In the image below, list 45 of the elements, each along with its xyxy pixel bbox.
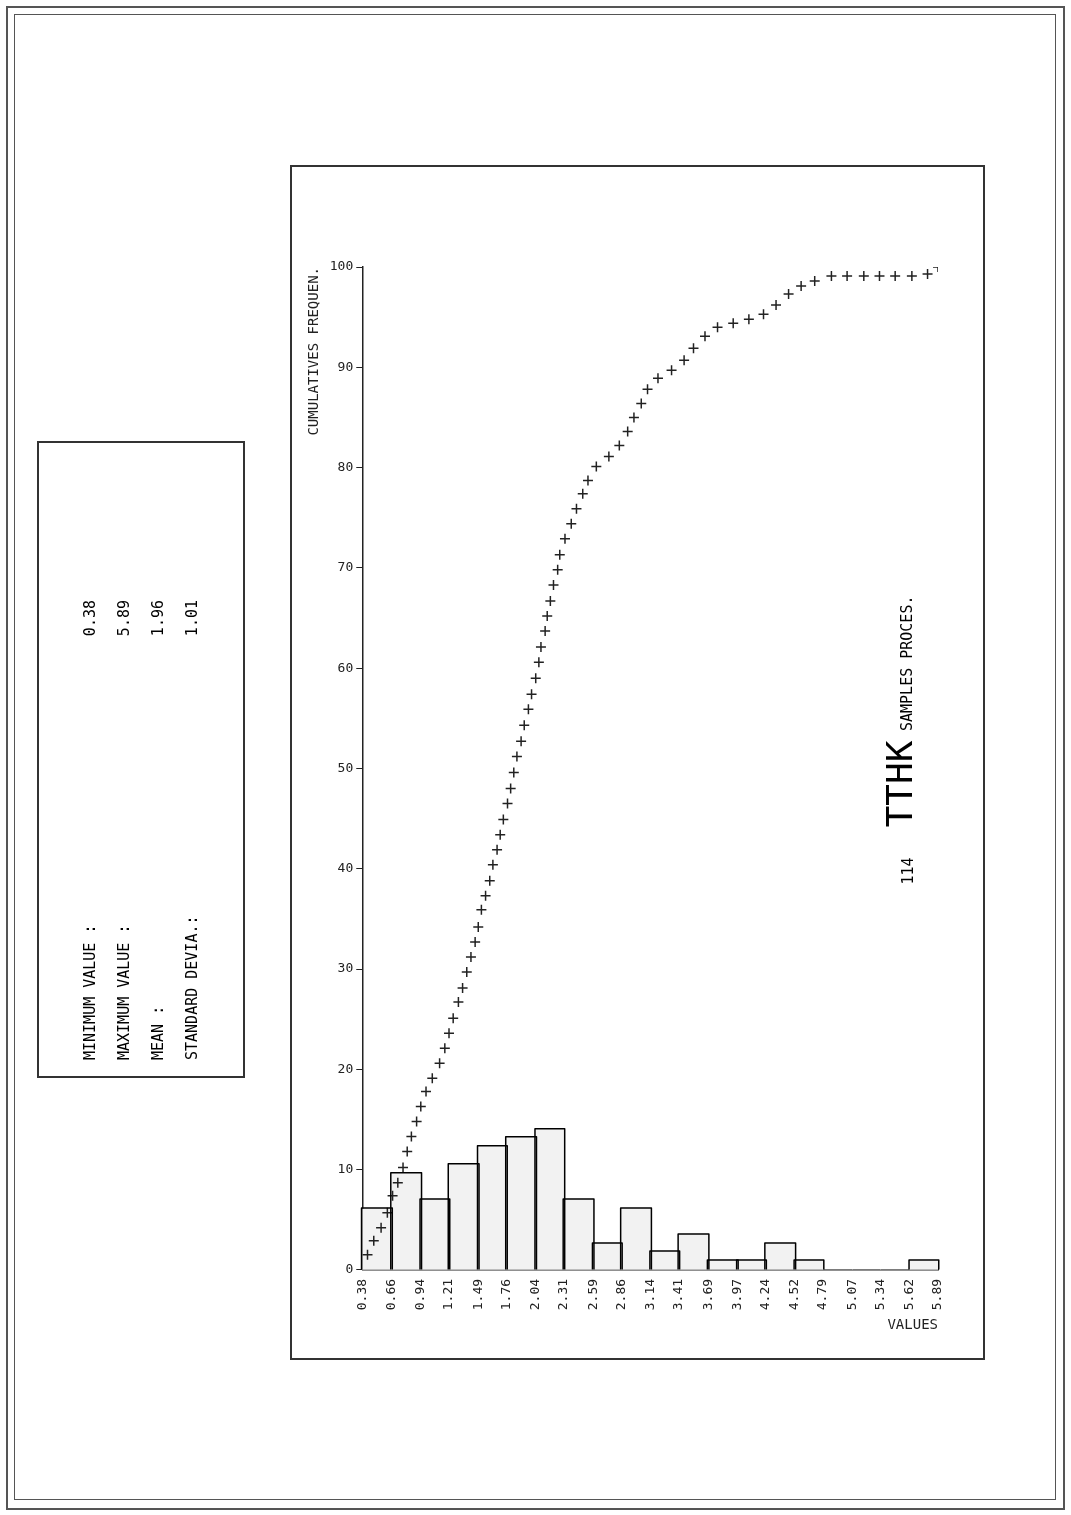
y-tick-label: 80 xyxy=(337,458,354,474)
y-tick-label: 100 xyxy=(329,258,354,274)
x-tick-label: 5.34 xyxy=(871,1278,887,1311)
y-tick-label: 70 xyxy=(337,559,354,575)
y-tick-label: 20 xyxy=(337,1060,354,1076)
x-tick-label: 3.97 xyxy=(728,1278,744,1311)
text: 1.96 xyxy=(149,598,167,638)
text: 5.89 xyxy=(115,598,133,638)
text: TTHK xyxy=(879,740,920,828)
text: MAXIMUM VALUE : xyxy=(115,923,133,1060)
x-tick-label: 1.49 xyxy=(469,1278,485,1311)
x-tick-label: 1.21 xyxy=(440,1278,456,1311)
x-tick-label: 1.76 xyxy=(497,1278,513,1311)
x-tick-label: 5.89 xyxy=(929,1278,945,1311)
text: STANDARD DEVIA.: xyxy=(183,914,201,1060)
x-tick-label: 4.52 xyxy=(786,1278,802,1311)
x-tick-label: 3.14 xyxy=(642,1278,658,1311)
x-axis-title: VALUES xyxy=(887,1316,938,1333)
x-tick-label: 2.31 xyxy=(555,1278,571,1311)
y-tick-label: 0 xyxy=(345,1261,354,1277)
y-tick-label: 90 xyxy=(337,358,354,374)
x-tick-label: 5.62 xyxy=(901,1278,917,1311)
y-tick-label: 40 xyxy=(337,860,354,876)
text: 1.01 xyxy=(183,598,201,638)
y-tick-label: 60 xyxy=(337,659,354,675)
x-tick-label: 2.86 xyxy=(612,1278,628,1311)
x-tick-label: 3.69 xyxy=(699,1278,715,1311)
x-tick-label: 2.59 xyxy=(584,1278,600,1311)
text: MINIMUM VALUE : xyxy=(81,923,99,1060)
x-tick-label: 2.04 xyxy=(527,1278,543,1311)
x-tick-label: 5.07 xyxy=(843,1278,859,1311)
annotation: 114 xyxy=(899,857,917,885)
y-axis-title: CUMULATIVES FREQUEN. xyxy=(305,267,322,436)
y-tick-label: 10 xyxy=(337,1160,354,1176)
x-tick-label: 0.66 xyxy=(382,1278,398,1311)
text: 0.38 xyxy=(81,598,99,638)
text: MEAN : xyxy=(149,1004,167,1060)
x-tick-label: 3.41 xyxy=(670,1278,686,1311)
x-tick-label: 4.79 xyxy=(814,1278,830,1311)
x-tick-label: 4.24 xyxy=(756,1278,772,1311)
y-tick-label: 30 xyxy=(337,960,354,976)
y-tick-label: 50 xyxy=(337,759,354,775)
text: SAMPLES PROCES. xyxy=(898,595,916,732)
x-tick-label: 0.94 xyxy=(412,1278,428,1311)
x-tick-label: 0.38 xyxy=(353,1278,369,1311)
